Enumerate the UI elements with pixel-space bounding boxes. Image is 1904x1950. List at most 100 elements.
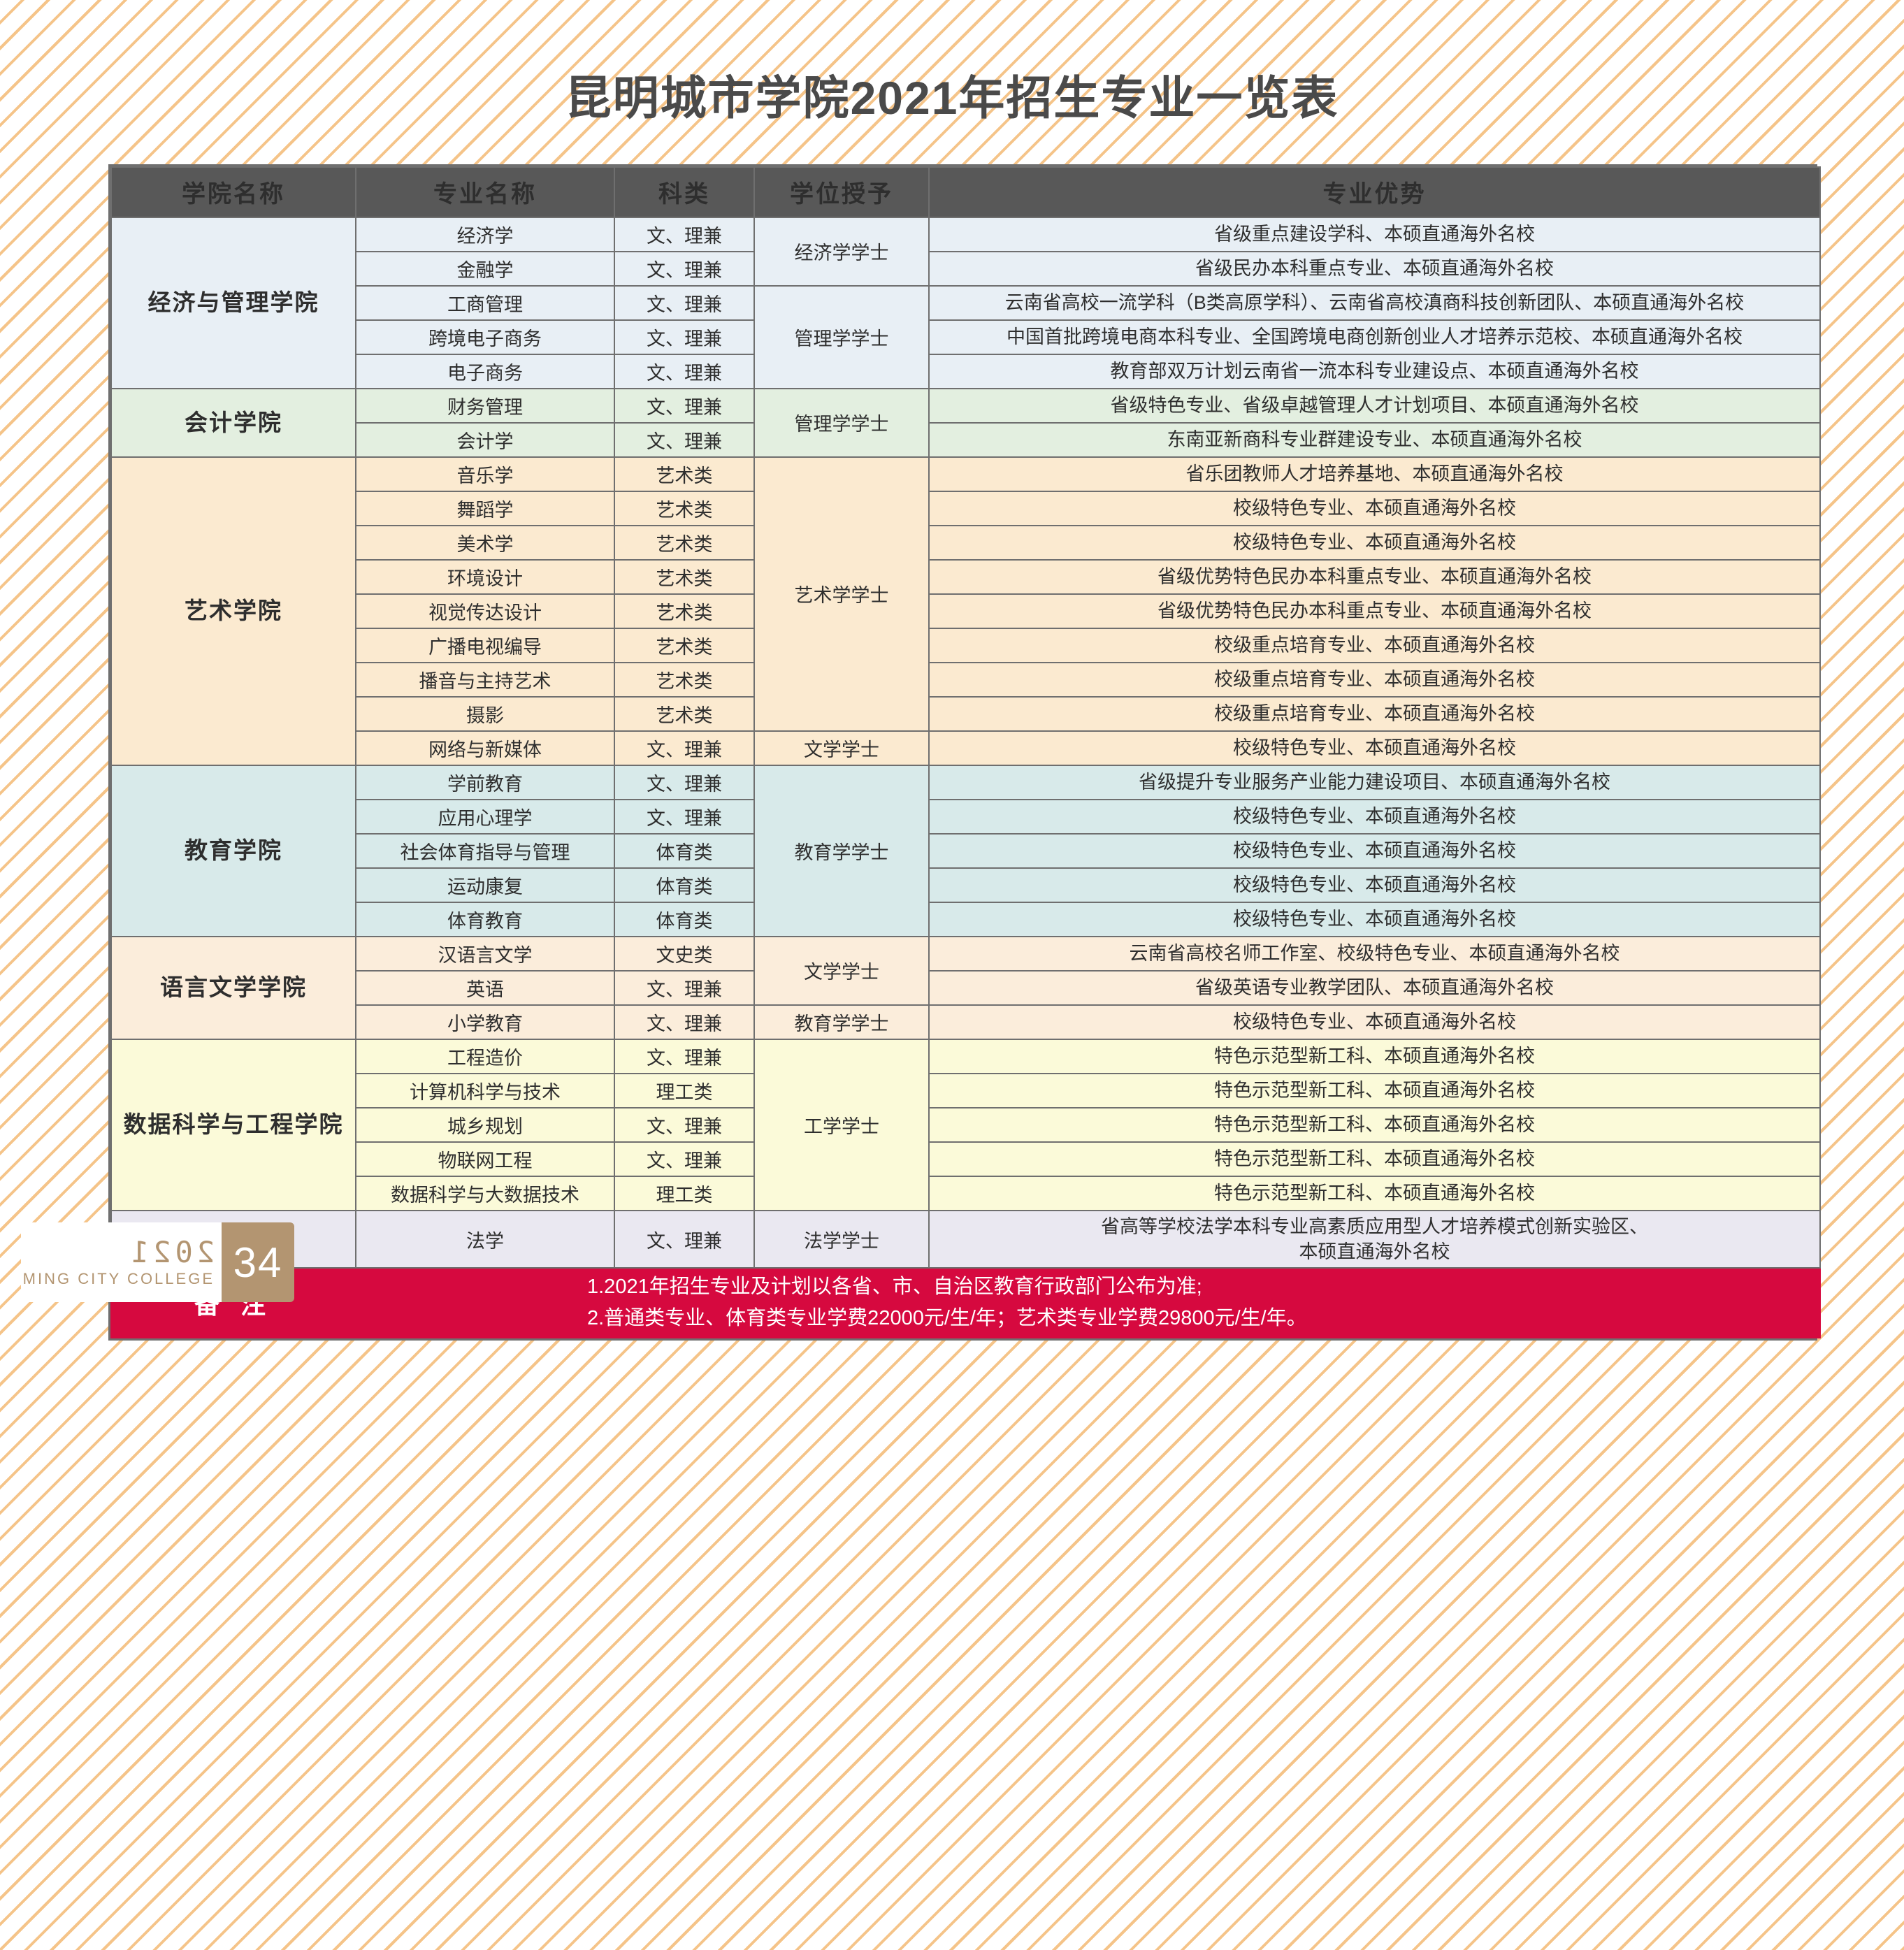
cell-major-name: 舞蹈学 [355, 490, 615, 526]
cell-subject-type: 文、理兼 [614, 387, 755, 424]
table-row: 工商管理 文、理兼 管理学学士 云南省高校一流学科（B类高原学科）、云南省高校滇商科技… [111, 284, 1821, 389]
table-row: 社会体育指导与管理 体育类 校级特色专业、本硕直通海外名校 [111, 832, 1821, 869]
cell-degree-award: 管理学学士 [753, 387, 930, 458]
table-row: 英语 文、理兼 省级英语专业教学团队、本硕直通海外名校 [111, 969, 1821, 1006]
cell-major-name: 播音与主持艺术 [355, 661, 615, 698]
footer-year: 2021 [127, 1235, 215, 1270]
cell-subject-type: 艺术类 [614, 524, 755, 561]
cell-subject-type: 艺术类 [614, 593, 755, 629]
cell-subject-type: 体育类 [614, 867, 755, 903]
cell-major-name: 网络与新媒体 [355, 730, 615, 766]
cell-major-advantage: 校级重点培育专业、本硕直通海外名校 [928, 627, 1821, 663]
cell-major-name: 金融学 [355, 250, 615, 287]
cell-major-advantage: 教育部双万计划云南省一流本科专业建设点、本硕直通海外名校 [928, 353, 1821, 389]
table-row: 网络与新媒体 文、理兼 文学学士 校级特色专业、本硕直通海外名校 [111, 730, 1821, 766]
cell-major-advantage: 校级特色专业、本硕直通海外名校 [928, 524, 1821, 561]
cell-subject-type: 文、理兼 [614, 730, 755, 766]
cell-subject-type: 体育类 [614, 832, 755, 869]
cell-subject-type: 文史类 [614, 935, 755, 972]
cell-major-name: 社会体育指导与管理 [355, 832, 615, 869]
cell-major-advantage: 校级重点培育专业、本硕直通海外名校 [928, 695, 1821, 732]
cell-major-advantage: 校级特色专业、本硕直通海外名校 [928, 730, 1821, 766]
cell-major-name: 法学 [355, 1209, 615, 1269]
cell-college-name: 数据科学与工程学院 [110, 1038, 356, 1211]
cell-subject-type: 理工类 [614, 1072, 755, 1108]
cell-major-name: 汉语言文学 [355, 935, 615, 972]
table-row: 会计学院 财务管理 文、理兼 管理学学士 省级特色专业、省级卓越管理人才计划项目、本硕直… [110, 387, 1821, 458]
cell-major-name: 音乐学 [355, 456, 615, 492]
cell-major-name: 城乡规划 [355, 1106, 615, 1143]
cell-major-advantage: 省级民办本科重点专业、本硕直通海外名校 [928, 250, 1821, 287]
cell-major-name: 物联网工程 [355, 1141, 615, 1177]
cell-subject-type: 文、理兼 [614, 284, 755, 321]
cell-major-name: 运动康复 [355, 867, 615, 903]
page-title: 昆明城市学院2021年招生专业一览表 [565, 72, 1339, 124]
cell-major-advantage: 省乐团教师人才培养基地、本硕直通海外名校 [928, 456, 1821, 492]
header-subject-type: 科类 [614, 166, 755, 218]
cell-major-name: 美术学 [355, 524, 615, 561]
table-row: 会计学 文、理兼 东南亚新商科专业群建设专业、本硕直通海外名校 [111, 421, 1821, 458]
cell-major-name: 会计学 [355, 421, 615, 458]
table-row: 运动康复 体育类 校级特色专业、本硕直通海外名校 [111, 867, 1821, 903]
table-row: 播音与主持艺术 艺术类 校级重点培育专业、本硕直通海外名校 [111, 661, 1821, 698]
cell-major-name: 应用心理学 [355, 798, 615, 835]
page-number: 34 [222, 1222, 294, 1303]
cell-subject-type: 文、理兼 [614, 764, 755, 800]
cell-subject-type: 文、理兼 [614, 216, 755, 252]
table-row: 摄影 艺术类 校级重点培育专业、本硕直通海外名校 [111, 695, 1821, 732]
cell-subject-type: 文、理兼 [614, 1209, 755, 1269]
cell-subject-type: 艺术类 [614, 661, 755, 698]
cell-major-advantage: 省级特色专业、省级卓越管理人才计划项目、本硕直通海外名校 [928, 387, 1821, 424]
cell-subject-type: 文、理兼 [614, 1106, 755, 1143]
cell-major-advantage: 省高等学校法学本科专业高素质应用型人才培养模式创新实验区、 本硕直通海外名校 [928, 1209, 1821, 1269]
cell-major-advantage: 特色示范型新工科、本硕直通海外名校 [928, 1106, 1821, 1143]
table-row: 数据科学与大数据技术 理工类 特色示范型新工科、本硕直通海外名校 [111, 1175, 1821, 1211]
cell-major-name: 视觉传达设计 [355, 593, 615, 629]
table-row: 语言文学学院 汉语言文学 文史类 文学学士 云南省高校名师工作室、校级特色专业、本硕直通… [110, 935, 1821, 1040]
cell-degree-award: 经济学学士 [753, 216, 930, 287]
cell-major-name: 摄影 [355, 695, 615, 732]
cell-major-advantage: 校级特色专业、本硕直通海外名校 [928, 1004, 1821, 1040]
cell-major-advantage: 云南省高校名师工作室、校级特色专业、本硕直通海外名校 [928, 935, 1821, 972]
cell-degree-award: 文学学士 [753, 730, 930, 766]
cell-major-name: 学前教育 [355, 764, 615, 800]
table-body: 经济与管理学院 经济学 文、理兼 经济学学士 省级重点建设学科、本硕直通海外名校 金融学文… [110, 216, 1821, 1339]
cell-subject-type: 艺术类 [614, 490, 755, 526]
cell-major-name: 电子商务 [355, 353, 615, 389]
cell-subject-type: 文、理兼 [614, 319, 755, 355]
cell-degree-award: 教育学学士 [753, 764, 930, 937]
table-row: 跨境电子商务 文、理兼 中国首批跨境电商本科专业、全国跨境电商创新创业人才培养示范校… [111, 319, 1821, 355]
cell-major-name: 体育教育 [355, 901, 615, 937]
cell-major-advantage: 特色示范型新工科、本硕直通海外名校 [928, 1072, 1821, 1108]
majors-table: 学院名称 专业名称 科类 学位授予 专业优势 经济与管理学院 经济学 文、理兼 经济学… [110, 166, 1821, 1339]
table-row: 美术学 艺术类 校级特色专业、本硕直通海外名校 [111, 524, 1821, 561]
table-row: 应用心理学 文、理兼 校级特色专业、本硕直通海外名校 [111, 798, 1821, 835]
cell-college-name: 语言文学学院 [110, 935, 356, 1040]
cell-major-advantage: 特色示范型新工科、本硕直通海外名校 [928, 1141, 1821, 1177]
table-row: 法学院法学文、理兼法学学士省高等学校法学本科专业高素质应用型人才培养模式创新实验… [110, 1209, 1821, 1269]
cell-degree-award: 艺术学学士 [753, 456, 930, 732]
cell-major-advantage: 省级提升专业服务产业能力建设项目、本硕直通海外名校 [928, 764, 1821, 800]
table-row: 艺术学院 音乐学 艺术类 艺术学学士 省乐团教师人才培养基地、本硕直通海外名校 [110, 456, 1821, 766]
cell-major-advantage: 省级重点建设学科、本硕直通海外名校 [928, 216, 1821, 252]
cell-major-advantage: 云南省高校一流学科（B类高原学科）、云南省高校滇商科技创新团队、本硕直通海外名校 [928, 284, 1821, 321]
notes-line-2: 2.普通类专业、体育类专业学费22000元/生/年；艺术类专业学费29800元/… [587, 1307, 1307, 1330]
cell-major-name: 广播电视编导 [355, 627, 615, 663]
cell-degree-award: 文学学士 [753, 935, 930, 1006]
cell-subject-type: 艺术类 [614, 695, 755, 732]
table-row: 环境设计 艺术类 省级优势特色民办本科重点专业、本硕直通海外名校 [111, 558, 1821, 595]
table-row: 金融学 文、理兼 省级民办本科重点专业、本硕直通海外名校 [111, 250, 1821, 287]
cell-major-advantage: 东南亚新商科专业群建设专业、本硕直通海外名校 [928, 421, 1821, 458]
cell-major-name: 计算机科学与技术 [355, 1072, 615, 1108]
cell-college-name: 会计学院 [110, 387, 356, 458]
table-row: 物联网工程 文、理兼 特色示范型新工科、本硕直通海外名校 [111, 1141, 1821, 1177]
cell-college-name: 教育学院 [110, 764, 356, 937]
cell-major-advantage: 校级特色专业、本硕直通海外名校 [928, 901, 1821, 937]
header-major-advantage: 专业优势 [928, 166, 1821, 218]
table-row: 计算机科学与技术 理工类 特色示范型新工科、本硕直通海外名校 [111, 1072, 1821, 1108]
cell-college-name: 经济与管理学院 [110, 216, 356, 389]
table-row: 城乡规划 文、理兼 特色示范型新工科、本硕直通海外名校 [111, 1106, 1821, 1143]
cell-subject-type: 理工类 [614, 1175, 755, 1211]
table-row: 数据科学与工程学院 工程造价 文、理兼 工学学士 特色示范型新工科、本硕直通海外名校 [110, 1038, 1821, 1211]
majors-table-container: 学院名称 专业名称 科类 学位授予 专业优势 经济与管理学院 经济学 文、理兼 经济学… [108, 164, 1821, 1341]
